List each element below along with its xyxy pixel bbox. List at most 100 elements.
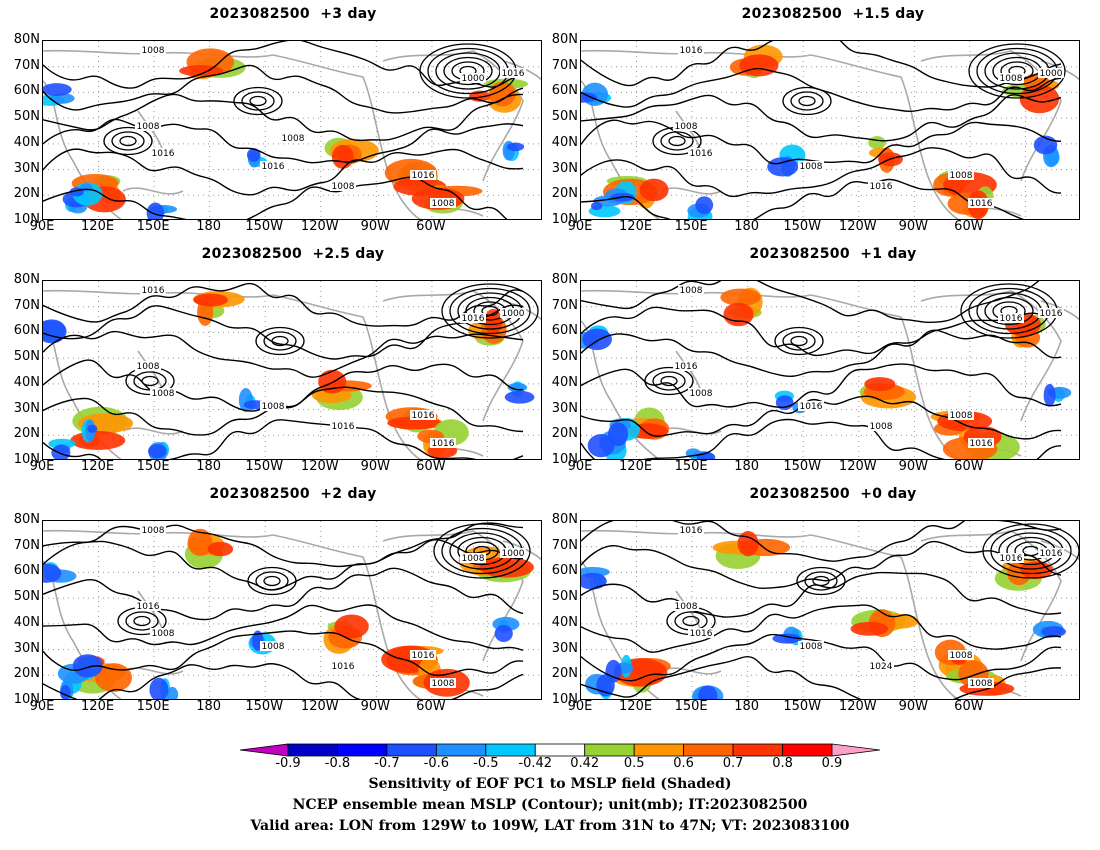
contour-label: 1008 bbox=[690, 389, 713, 399]
x-tick-label: 150W bbox=[783, 459, 822, 474]
coastline bbox=[1040, 540, 1079, 561]
y-tick-label: 10N bbox=[551, 452, 578, 467]
contour-label: 1008 bbox=[950, 171, 973, 181]
negative-sensitivity-area bbox=[494, 624, 513, 642]
pressure-center-contour bbox=[660, 131, 694, 151]
y-tick-label: 20N bbox=[13, 426, 40, 442]
colorbar bbox=[239, 743, 881, 757]
contour-label-bg bbox=[410, 650, 436, 660]
coastline bbox=[272, 294, 422, 459]
mslp-contour bbox=[43, 630, 524, 677]
contour-label-bg bbox=[678, 285, 704, 295]
contour-label-bg bbox=[430, 198, 456, 208]
contour-label-bg bbox=[968, 678, 994, 688]
y-tick-label: 80N bbox=[551, 32, 578, 47]
x-tick-label: 90W bbox=[360, 219, 391, 234]
y-tick-label: 70N bbox=[13, 537, 40, 553]
y-tick-label: 40N bbox=[13, 134, 40, 150]
contour-label: 1016 bbox=[502, 69, 525, 79]
contour-label: 1016 bbox=[970, 439, 993, 449]
y-tick-label: 70N bbox=[551, 297, 578, 313]
x-tick-label: 180 bbox=[734, 219, 760, 234]
pressure-center-contour bbox=[233, 86, 283, 116]
contour-label-bg bbox=[135, 601, 161, 611]
positive-sensitivity-area bbox=[864, 377, 896, 392]
x-tick-label: 120E bbox=[81, 219, 115, 234]
contour-label: 1008 bbox=[870, 422, 893, 432]
pressure-center-contour bbox=[271, 335, 289, 347]
x-tick-label: 120E bbox=[619, 459, 653, 474]
colorbar-tick-label: -0.9 bbox=[275, 756, 301, 771]
x-tick-label: 150E bbox=[136, 219, 170, 234]
x-tick-label: 90W bbox=[360, 459, 391, 474]
map-canvas: 1008 1016 1008 1016 1008 1016 1016 1008 1016 bbox=[581, 281, 1079, 459]
negative-sensitivity-area bbox=[51, 445, 71, 459]
colorbar-segment bbox=[633, 743, 685, 757]
mslp-contour bbox=[581, 94, 1062, 142]
contour-label-bg bbox=[678, 45, 704, 55]
mslp-contour bbox=[43, 64, 524, 114]
contour-label-bg bbox=[673, 601, 699, 611]
map-panel-1: 1008 1008 1016 1016 1008 1000 1016 1016 1008 1008 bbox=[42, 40, 542, 220]
y-tick-label: 30N bbox=[551, 160, 578, 176]
panel-title-1: 2023082500 +3 day bbox=[209, 6, 377, 22]
pressure-center-contour bbox=[968, 43, 1066, 99]
y-tick-label: 60N bbox=[13, 323, 40, 339]
contour-label-bg bbox=[688, 148, 714, 158]
pressure-center-contour bbox=[133, 371, 167, 391]
y-tick-label: 50N bbox=[13, 589, 40, 605]
map-panel-4: 1008 1016 1008 1016 1008 1016 1016 1008 1016 bbox=[580, 280, 1080, 460]
mslp-contour bbox=[43, 330, 524, 378]
mslp-contour bbox=[43, 282, 524, 327]
contour-label-bg bbox=[968, 198, 994, 208]
negative-sensitivity-area bbox=[87, 424, 98, 433]
y-tick-label: 40N bbox=[13, 374, 40, 390]
coastline bbox=[810, 294, 960, 459]
contour-label: 1008 bbox=[137, 122, 160, 132]
map-panel-5: 1008 1016 1008 1008 1016 1008 1000 1016 1008 bbox=[42, 520, 542, 700]
pressure-center-contour bbox=[133, 615, 151, 627]
contour-label-bg bbox=[968, 438, 994, 448]
pressure-center-contour bbox=[441, 283, 539, 339]
y-tick-label: 70N bbox=[13, 57, 40, 73]
colorbar-segment bbox=[485, 743, 536, 757]
contour-label-bg bbox=[260, 161, 286, 171]
y-tick-label: 80N bbox=[13, 272, 40, 287]
contour-label-bg bbox=[460, 313, 486, 323]
contour-label: 1008 bbox=[332, 182, 355, 192]
y-tick-label: 20N bbox=[551, 426, 578, 442]
negative-sensitivity-area bbox=[581, 572, 607, 590]
contour-label-bg bbox=[460, 73, 486, 83]
pressure-center-contour bbox=[796, 566, 846, 596]
x-tick-label: 180 bbox=[734, 459, 760, 474]
contour-label: 1016 bbox=[142, 286, 165, 296]
negative-sensitivity-area bbox=[605, 659, 622, 683]
y-tick-label: 60N bbox=[551, 563, 578, 579]
pressure-center-contour bbox=[990, 527, 1072, 575]
colorbar-segment bbox=[337, 743, 388, 757]
contour-label-bg bbox=[998, 553, 1024, 563]
positive-sensitivity-area bbox=[334, 614, 369, 639]
x-tick-label: 120E bbox=[619, 699, 653, 714]
contour-label-bg bbox=[330, 181, 356, 191]
x-tick-label: 180 bbox=[196, 459, 222, 474]
mslp-contour bbox=[43, 419, 524, 459]
coastline bbox=[502, 60, 541, 81]
pressure-center-contour bbox=[433, 523, 531, 579]
y-tick-label: 50N bbox=[551, 109, 578, 125]
contour-label-bg bbox=[330, 661, 356, 671]
x-tick-label: 150W bbox=[245, 699, 284, 714]
y-tick-label: 80N bbox=[551, 512, 578, 527]
contour-label: 1008 bbox=[262, 402, 285, 412]
pressure-center-contour bbox=[125, 611, 159, 631]
pressure-center-contour bbox=[263, 331, 297, 351]
contour-label-bg bbox=[798, 161, 824, 171]
colorbar-segment bbox=[782, 743, 833, 757]
negative-sensitivity-area bbox=[695, 196, 714, 214]
contour-label: 1016 bbox=[690, 629, 713, 639]
pressure-center-contour bbox=[263, 575, 281, 587]
pressure-center-contour bbox=[660, 375, 678, 387]
contour-label: 1024 bbox=[870, 662, 893, 672]
x-tick-label: 150E bbox=[674, 699, 708, 714]
x-tick-label: 180 bbox=[196, 699, 222, 714]
